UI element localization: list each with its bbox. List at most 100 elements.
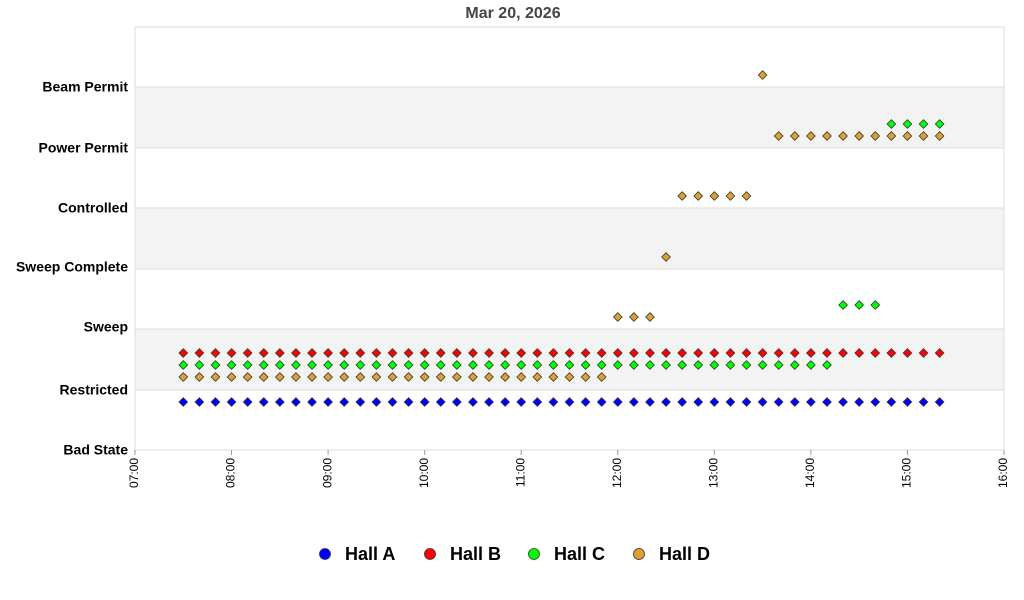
data-point-hall-d — [532, 372, 543, 382]
data-point-hall-c — [693, 360, 704, 370]
data-point-hall-a — [934, 397, 945, 407]
data-point-hall-a — [291, 397, 301, 407]
data-point-hall-c — [902, 119, 913, 129]
data-point-hall-d — [242, 372, 253, 382]
data-point-hall-a — [548, 397, 559, 407]
data-point-hall-d — [693, 191, 704, 201]
data-point-hall-b — [564, 348, 575, 358]
data-point-hall-a — [725, 397, 736, 407]
data-point-hall-a — [838, 397, 848, 407]
data-point-hall-a — [789, 397, 800, 407]
legend-label: Hall C — [554, 544, 605, 564]
x-axis: 07:00 08:00 09:00 10:00 11:00 12:00 13:00 14:00… — [127, 450, 1010, 488]
data-point-hall-a — [661, 397, 671, 407]
data-point-hall-b — [902, 348, 913, 358]
data-point-hall-d — [677, 191, 688, 201]
data-point-hall-c — [484, 360, 494, 370]
data-point-hall-a — [629, 397, 639, 407]
data-point-hall-a — [258, 397, 269, 407]
data-point-hall-a — [355, 397, 366, 407]
data-point-hall-d — [725, 191, 736, 201]
data-point-hall-d — [355, 372, 366, 382]
legend-marker — [424, 548, 436, 560]
data-point-hall-a — [403, 397, 414, 407]
data-point-hall-d — [419, 372, 430, 382]
data-point-hall-c — [886, 119, 897, 129]
data-point-hall-b — [355, 348, 366, 358]
plot-area — [134, 26, 1005, 451]
data-point-hall-d — [870, 131, 881, 141]
data-point-hall-d — [838, 131, 848, 141]
data-point-hall-b — [291, 348, 301, 358]
data-point-hall-a — [516, 397, 527, 407]
data-point-hall-c — [918, 119, 929, 129]
data-point-hall-b — [307, 348, 317, 358]
data-point-hall-d — [291, 372, 301, 382]
data-point-hall-a — [419, 397, 430, 407]
data-point-hall-d — [661, 252, 671, 262]
data-point-hall-b — [709, 348, 720, 358]
data-point-hall-b — [661, 348, 671, 358]
data-point-hall-d — [194, 372, 205, 382]
data-point-hall-c — [451, 360, 462, 370]
data-point-hall-c — [741, 360, 752, 370]
data-point-hall-a — [451, 397, 462, 407]
data-point-hall-c — [242, 360, 253, 370]
data-point-hall-c — [757, 360, 768, 370]
data-point-hall-c — [822, 360, 832, 370]
data-point-hall-c — [580, 360, 591, 370]
data-point-hall-d — [773, 131, 784, 141]
data-point-hall-d — [612, 312, 623, 322]
data-point-hall-c — [178, 360, 189, 370]
data-point-hall-b — [870, 348, 881, 358]
y-tick-label: Restricted — [60, 382, 128, 398]
data-point-hall-b — [371, 348, 382, 358]
data-point-hall-a — [323, 397, 333, 407]
data-point-hall-a — [741, 397, 752, 407]
data-point-hall-d — [500, 372, 510, 382]
x-tick-label: 09:00 — [320, 458, 334, 488]
data-point-hall-c — [226, 360, 237, 370]
data-point-hall-b — [596, 348, 607, 358]
data-point-hall-b — [484, 348, 494, 358]
data-point-hall-a — [645, 397, 655, 407]
data-point-hall-d — [178, 372, 189, 382]
x-tick-label: 11:00 — [513, 458, 527, 487]
data-point-hall-a — [242, 397, 253, 407]
data-point-hall-a — [484, 397, 494, 407]
data-point-hall-b — [435, 348, 446, 358]
data-point-hall-c — [468, 360, 478, 370]
data-point-hall-a — [822, 397, 832, 407]
data-point-hall-a — [564, 397, 575, 407]
data-point-hall-a — [274, 397, 285, 407]
data-point-hall-b — [274, 348, 285, 358]
data-point-hall-a — [918, 397, 929, 407]
data-point-hall-a — [886, 397, 897, 407]
data-point-hall-b — [693, 348, 704, 358]
data-point-hall-b — [532, 348, 543, 358]
y-tick-label: Sweep Complete — [16, 259, 128, 275]
data-point-hall-d — [918, 131, 929, 141]
data-point-hall-a — [757, 397, 768, 407]
data-point-hall-b — [178, 348, 189, 358]
data-point-hall-d — [645, 312, 655, 322]
data-point-hall-a — [226, 397, 237, 407]
data-point-hall-d — [435, 372, 446, 382]
data-point-hall-b — [677, 348, 688, 358]
data-point-hall-d — [709, 191, 720, 201]
data-point-hall-d — [371, 372, 382, 382]
data-point-hall-d — [806, 131, 816, 141]
data-point-hall-a — [806, 397, 816, 407]
data-point-hall-b — [226, 348, 237, 358]
data-point-hall-d — [210, 372, 221, 382]
data-point-hall-c — [194, 360, 205, 370]
data-point-hall-a — [339, 397, 350, 407]
data-point-hall-d — [339, 372, 350, 382]
data-point-hall-a — [677, 397, 688, 407]
data-point-hall-b — [242, 348, 253, 358]
x-tick-label: 14:00 — [803, 458, 817, 488]
data-point-hall-c — [661, 360, 671, 370]
data-point-hall-d — [484, 372, 494, 382]
data-point-hall-c — [548, 360, 559, 370]
data-point-hall-d — [629, 312, 639, 322]
